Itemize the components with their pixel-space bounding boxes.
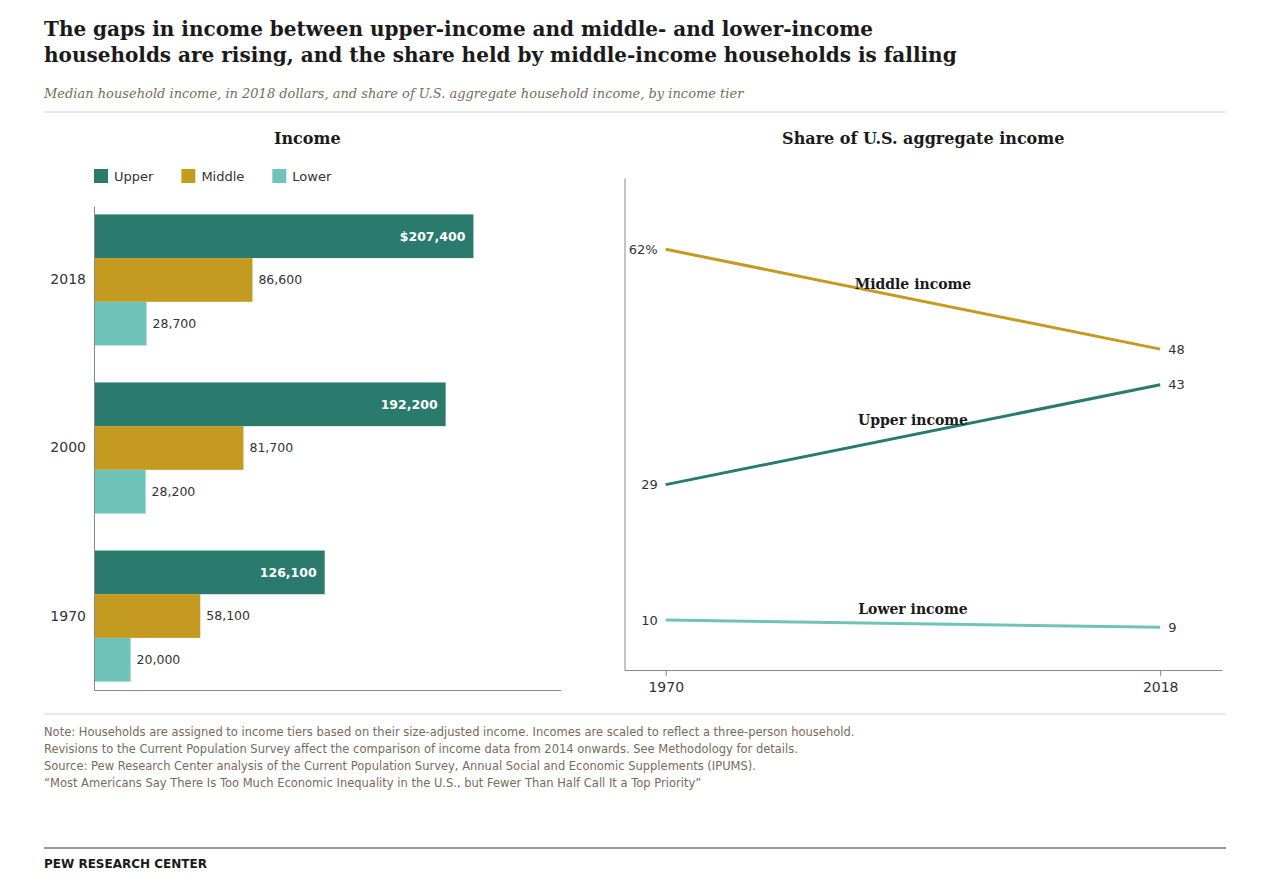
tick: 1970: [648, 670, 684, 695]
legend-label: Middle: [201, 169, 244, 184]
bar: [94, 470, 146, 514]
data-labels: 62% 48 29 43 10 9: [629, 242, 1185, 635]
text-line: Note: Households are assigned to income …: [44, 725, 854, 739]
tick-mark: [666, 670, 667, 676]
series-label: Lower income: [858, 601, 968, 617]
text-line: Source: Pew Research Center analysis of …: [44, 759, 756, 773]
separator: [44, 112, 1226, 113]
data-label: $207,400: [400, 229, 466, 244]
panel-title: Income: [274, 129, 341, 148]
data-label: 9: [1168, 620, 1176, 635]
plot-area: [666, 249, 1160, 627]
legend-swatch: [181, 169, 195, 183]
x-axis-line: [625, 670, 1222, 671]
tick-label: 2018: [50, 271, 86, 287]
title: The gaps in income between upper-income …: [44, 17, 957, 67]
x-axis: [95, 690, 562, 691]
bar: [94, 258, 252, 302]
separator: [44, 847, 1226, 848]
y-axis: [625, 179, 626, 671]
series-labels: Middle income Upper income Lower income: [855, 276, 972, 616]
tick-label: 2018: [1143, 679, 1179, 695]
tick: 2000: [50, 439, 94, 455]
data-labels: $207,400 192,200 126,100 86,600 81,700 58,100…: [137, 229, 466, 668]
data-label: 58,100: [206, 608, 250, 623]
notes: Note: Households are assigned to income …: [44, 725, 854, 790]
legend-swatch: [94, 169, 108, 183]
text-line: “Most Americans Say There Is Too Much Ec…: [44, 776, 701, 790]
tick-label: 2000: [50, 439, 86, 455]
line: [666, 385, 1160, 485]
legend-label: Lower: [292, 169, 332, 184]
bar: [94, 302, 147, 346]
tick-label: 1970: [50, 608, 86, 624]
data-label: 81,700: [249, 440, 293, 455]
subtitle: Median household income, in 2018 dollars…: [43, 86, 744, 101]
data-label: 43: [1168, 377, 1185, 392]
data-label: 28,700: [153, 316, 197, 331]
series-label: Upper income: [858, 412, 968, 428]
tick-mark: [1160, 670, 1161, 676]
data-label: 10: [641, 613, 658, 628]
bar: [94, 551, 325, 595]
chart-page: The gaps in income between upper-income …: [0, 0, 1270, 882]
data-label: 48: [1168, 342, 1185, 357]
legend-swatch: [272, 169, 286, 183]
y-axis-line: [94, 207, 95, 691]
text-line: households are rising, and the share hel…: [44, 43, 957, 67]
y-axis-line: [625, 179, 626, 671]
bar: [94, 382, 446, 426]
x-axis-line: [95, 690, 562, 691]
bar: [94, 214, 473, 258]
data-label: 20,000: [137, 652, 181, 667]
data-label: 86,600: [258, 272, 302, 287]
line: [666, 620, 1160, 627]
data-label: 28,200: [152, 484, 196, 499]
panel-title: Share of U.S. aggregate income: [782, 129, 1064, 148]
legend-label: Upper: [114, 169, 154, 184]
text-line: The gaps in income between upper-income …: [44, 17, 873, 41]
series-label: Middle income: [855, 276, 972, 292]
data-label: 192,200: [381, 397, 438, 412]
separator: [44, 714, 1226, 715]
tick: 2018: [50, 271, 94, 287]
plot-area: [94, 214, 473, 681]
credit: PEW RESEARCH CENTER: [44, 857, 207, 871]
tick-label: 1970: [648, 679, 684, 695]
bar: [94, 594, 200, 638]
data-label: 126,100: [260, 565, 317, 580]
x-axis: 1970 2018: [625, 670, 1222, 695]
tick: 1970: [50, 608, 94, 624]
text-line: Revisions to the Current Population Surv…: [44, 742, 798, 756]
y-axis: 2018 2000 1970: [50, 207, 94, 691]
line: [666, 249, 1160, 349]
data-label: 62%: [629, 242, 658, 257]
bar: [94, 426, 243, 470]
data-label: 29: [641, 477, 658, 492]
tick: 2018: [1143, 670, 1179, 695]
bar: [94, 638, 131, 682]
legend: Upper Middle Lower: [94, 169, 332, 184]
